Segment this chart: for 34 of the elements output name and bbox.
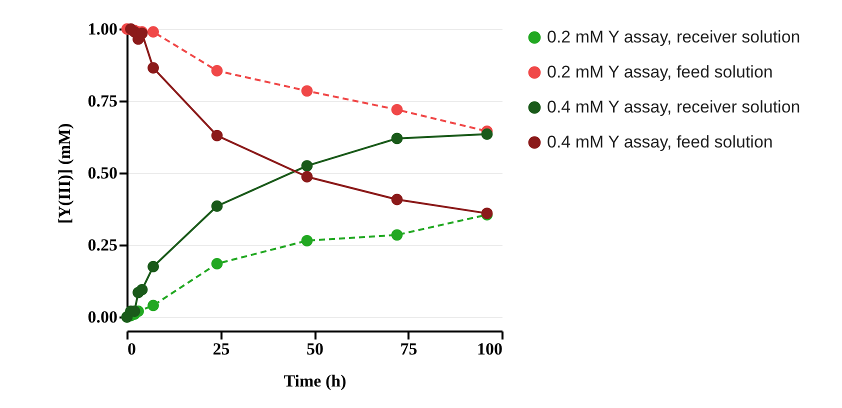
point [148,62,159,74]
point [211,200,223,212]
x-tick-label: 50 [306,340,324,358]
point [391,194,403,206]
point [211,258,223,270]
point [148,300,159,312]
point [301,171,313,182]
point [211,130,223,142]
point [148,260,159,272]
legend-label: 0.2 mM Y assay, receiver solution [547,28,800,46]
y-tick-label: 0.25 [88,236,118,254]
point [301,85,313,97]
point [301,234,313,246]
x-axis-title: Time (h) [284,372,346,390]
point [391,229,403,241]
x-tick-label: 25 [212,340,230,358]
y-tick-label: 0.75 [88,92,118,110]
x-tick-label: 0 [128,340,136,358]
y-tick-label: 1.00 [88,20,118,38]
point [391,132,403,144]
y-tick-label: 0.00 [88,308,118,326]
point [148,26,159,38]
point [391,104,403,116]
y-axis-title: [Y(III)] (mM) [54,123,74,224]
point [301,160,313,172]
y-tick-label: 0.50 [88,164,118,182]
point [481,128,493,140]
x-tick-label: 100 [477,340,502,358]
legend-label: 0.2 mM Y assay, feed solution [547,62,773,82]
point [136,284,148,296]
point [211,65,223,76]
legend-label: 0.4 mM Y assay, feed solution [547,132,773,152]
legend-label: 0.4 mM Y assay, receiver solution [547,98,800,116]
x-tick-label: 75 [400,340,418,358]
